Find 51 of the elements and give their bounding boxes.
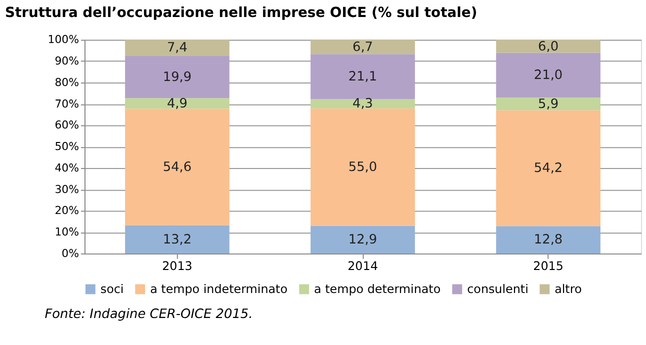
data-label: 21,1 [348, 70, 378, 85]
bar [310, 108, 415, 226]
bar [125, 225, 230, 254]
y-tick-label: 0% [62, 246, 80, 260]
x-tick-label: 2015 [533, 258, 564, 273]
bar [496, 110, 600, 226]
data-label: 12,8 [534, 232, 563, 248]
y-tick-label: 20% [54, 204, 80, 218]
bar [125, 40, 230, 56]
y-tick-label: 60% [54, 118, 80, 132]
bar [310, 99, 415, 108]
data-label: 7,4 [166, 40, 188, 56]
data-label: 21,0 [534, 68, 563, 84]
bar [125, 108, 230, 226]
legend-label: altro [554, 282, 582, 296]
data-label: 6,0 [538, 39, 559, 54]
bar [125, 56, 230, 98]
bar [496, 226, 600, 254]
legend-label: a tempo indeterminato [150, 282, 288, 296]
data-label: 54,2 [534, 161, 563, 176]
chart-title: Struttura dell’occupazione nelle imprese OICE (% sul totale) [4, 4, 478, 21]
data-label: 4,3 [352, 96, 374, 112]
legend-label: a tempo determinato [314, 282, 441, 296]
data-label: 19,9 [162, 70, 192, 85]
bar [310, 54, 415, 100]
bar [496, 98, 600, 110]
source-note: Fonte: Indagine CER-OICE 2015. [44, 307, 253, 322]
y-tick-label: 50% [54, 140, 80, 154]
data-label: 55,0 [348, 160, 378, 176]
y-tick-label: 30% [54, 182, 80, 196]
y-tick-label: 70% [54, 97, 80, 110]
data-label: 4,9 [166, 96, 188, 112]
y-tick-label: 90% [54, 54, 80, 68]
y-tick-label: 100% [48, 33, 80, 46]
data-label: 13,2 [162, 232, 192, 248]
data-label: 5,9 [538, 96, 559, 112]
data-label: 54,6 [162, 160, 192, 175]
x-tick-label: 2014 [348, 258, 378, 273]
bar [125, 98, 230, 109]
bar [496, 40, 600, 53]
legend-label: soci [100, 282, 124, 296]
x-tick-label: 2013 [162, 258, 192, 273]
legend-label: consulenti [467, 282, 528, 296]
bar [496, 52, 600, 98]
data-label: 12,9 [348, 232, 378, 248]
bar [310, 226, 415, 254]
bar [310, 40, 415, 54]
y-tick-label: 40% [54, 161, 80, 174]
y-tick-label: 80% [54, 76, 80, 89]
data-label: 6,7 [352, 40, 374, 55]
y-tick-label: 10% [54, 226, 80, 239]
